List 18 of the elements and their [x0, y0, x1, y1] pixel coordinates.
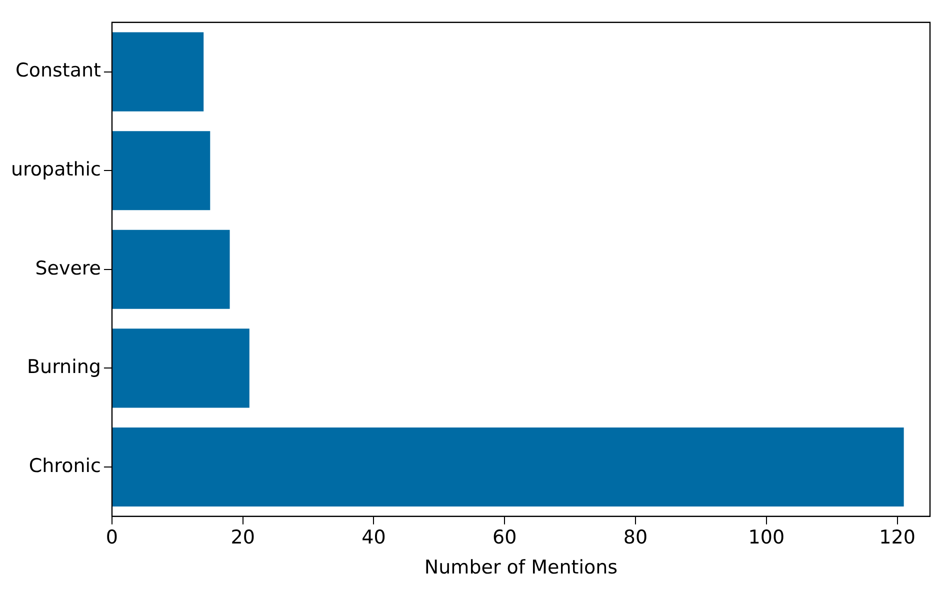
bar — [112, 328, 250, 408]
x-tick-label: 80 — [623, 526, 648, 549]
y-tick-label: uropathic — [10, 158, 101, 181]
y-tick-label: Burning — [26, 356, 101, 378]
x-tick-label: 60 — [492, 526, 517, 549]
y-tick-label: Constant — [16, 60, 101, 82]
bar — [112, 32, 204, 112]
bar — [112, 427, 904, 507]
y-tick-label: Severe — [35, 257, 101, 280]
x-tick-label: 120 — [879, 526, 916, 549]
x-axis-title: Number of Mentions — [424, 556, 618, 579]
x-tick-label: 40 — [362, 526, 386, 549]
y-tick-label: Chronic — [28, 454, 101, 477]
bar — [112, 230, 230, 309]
x-tick-label: 100 — [748, 526, 785, 549]
x-tick-label: 0 — [106, 526, 118, 549]
bar — [112, 131, 210, 210]
x-tick-label: 20 — [230, 526, 255, 549]
